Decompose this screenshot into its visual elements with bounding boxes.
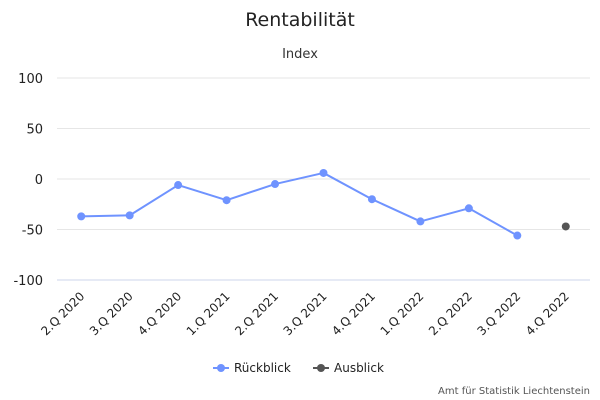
legend-label: Rückblick [234, 361, 291, 375]
y-tick-label: 50 [26, 123, 43, 138]
credit-text[interactable]: Amt für Statistik Liechtenstein [438, 386, 590, 397]
series-points [77, 168, 570, 240]
data-point[interactable] [77, 212, 86, 221]
legend[interactable]: Rückblick Ausblick [213, 361, 384, 375]
grid-lines [57, 77, 590, 281]
data-point[interactable] [513, 231, 522, 240]
y-tick-label: -50 [22, 224, 43, 239]
data-point[interactable] [464, 204, 473, 213]
x-tick-label: 3.Q 2021 [281, 289, 330, 338]
y-tick-label: 0 [35, 173, 43, 188]
chart-title: Rentabilität [245, 9, 355, 31]
x-tick-label: 1.Q 2021 [184, 289, 233, 338]
y-axis-ticks: 100 50 0 -50 -100 [13, 72, 43, 289]
x-tick-label: 3.Q 2022 [474, 289, 523, 338]
series-lines [80, 171, 519, 237]
data-point[interactable] [271, 180, 280, 189]
legend-label: Ausblick [334, 361, 384, 375]
y-tick-label: -100 [13, 274, 43, 289]
data-point[interactable] [174, 181, 183, 190]
x-tick-label: 4.Q 2021 [329, 289, 378, 338]
x-axis-ticks: 2.Q 2020 3.Q 2020 4.Q 2020 1.Q 2021 2.Q 2021… [38, 289, 572, 338]
x-tick-label: 2.Q 2022 [426, 289, 475, 338]
legend-marker-icon [217, 364, 225, 372]
data-point[interactable] [416, 217, 425, 226]
data-point[interactable] [367, 195, 376, 204]
data-point[interactable] [125, 211, 134, 220]
y-tick-label: 100 [18, 72, 43, 87]
chart-subtitle: Index [282, 47, 318, 62]
legend-item[interactable]: Rückblick [213, 361, 291, 375]
series-line-0 [80, 171, 519, 237]
x-tick-label: 2.Q 2021 [232, 289, 281, 338]
data-point[interactable] [319, 168, 328, 177]
legend-item[interactable]: Ausblick [313, 361, 384, 375]
data-point[interactable] [222, 196, 231, 205]
x-tick-label: 4.Q 2022 [523, 289, 572, 338]
x-tick-label: 1.Q 2022 [378, 289, 427, 338]
x-tick-label: 3.Q 2020 [87, 289, 136, 338]
x-tick-label: 2.Q 2020 [38, 289, 87, 338]
data-point[interactable] [561, 222, 570, 231]
legend-marker-icon [317, 364, 325, 372]
x-tick-label: 4.Q 2020 [135, 289, 184, 338]
